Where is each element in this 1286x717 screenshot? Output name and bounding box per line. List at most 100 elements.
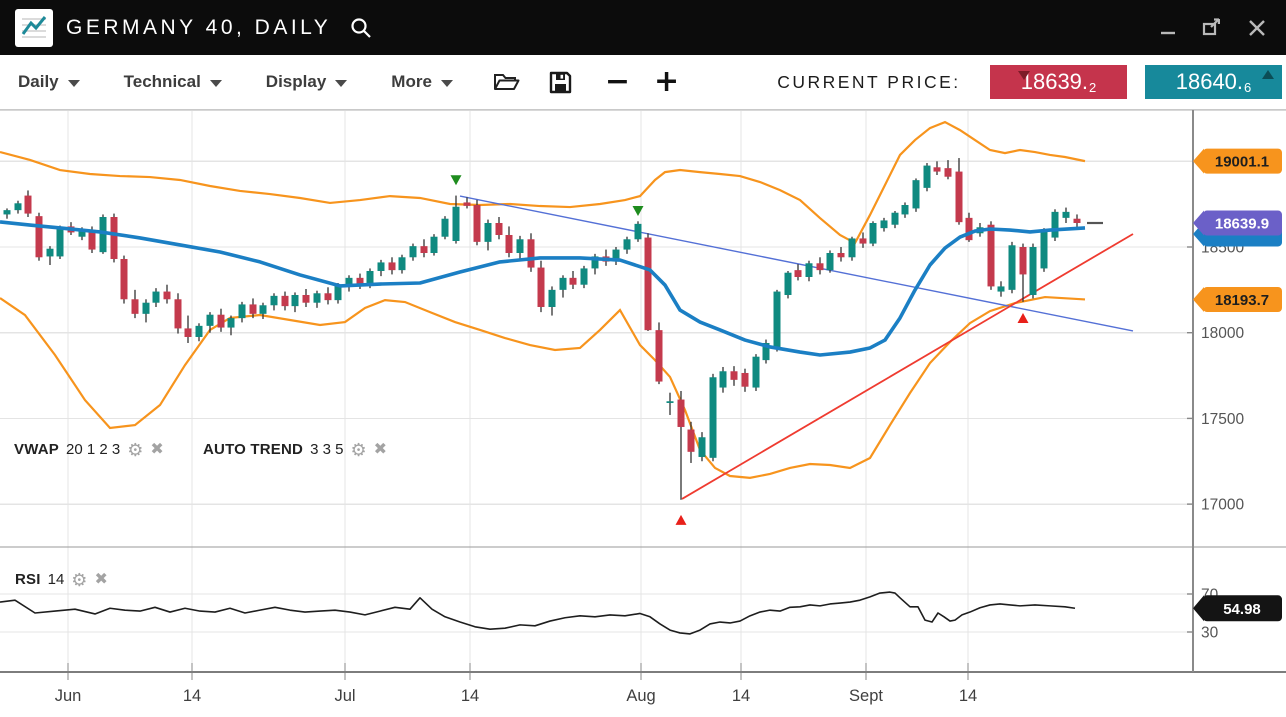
candle-body — [3, 210, 11, 215]
bid-price-decimal: 2 — [1089, 80, 1097, 95]
candle-body — [291, 294, 299, 307]
candle-body — [944, 168, 952, 177]
candle-body — [634, 223, 642, 240]
candle-body — [163, 291, 171, 300]
candle-body — [569, 277, 577, 285]
app-logo-icon — [15, 8, 53, 47]
candle-body — [184, 328, 192, 337]
candle-body — [677, 399, 685, 427]
zoom-out-button[interactable]: − — [604, 64, 631, 99]
candle-body — [88, 229, 96, 250]
vwap-line — [0, 220, 1086, 357]
x-axis-label: Sept — [849, 687, 883, 705]
menu-technical[interactable]: Technical — [124, 72, 222, 92]
candle-body — [762, 342, 770, 361]
candle-body — [377, 262, 385, 271]
candle-body — [388, 262, 396, 271]
ask-price-box[interactable]: 18640. 6 — [1145, 65, 1282, 99]
candle-body — [484, 223, 492, 242]
close-icon[interactable]: ✖ — [150, 440, 164, 458]
candle-body — [110, 217, 118, 259]
candle-body — [35, 216, 43, 258]
candle-body — [430, 236, 438, 253]
popout-button[interactable] — [1196, 13, 1228, 43]
candle-body — [997, 286, 1005, 292]
ask-price-decimal: 6 — [1244, 80, 1252, 95]
candle-body — [741, 372, 749, 387]
candle-body — [901, 205, 909, 215]
x-axis-label: Jul — [334, 687, 355, 705]
candle-body — [46, 248, 54, 257]
close-icon[interactable]: ✖ — [373, 440, 387, 458]
candle-body — [987, 224, 995, 287]
bid-price-box[interactable]: 18639. 2 — [990, 65, 1127, 99]
band-value-tag: 18193.7 — [1193, 286, 1282, 312]
candle-body — [655, 330, 663, 382]
x-axis-label: Jun — [55, 687, 82, 705]
vwap-upper-band-line — [0, 120, 1086, 245]
blue-trendline — [459, 195, 1134, 332]
menu-more[interactable]: More — [391, 72, 453, 92]
window-controls — [1154, 13, 1272, 43]
search-icon[interactable] — [345, 12, 377, 44]
candle-body — [441, 218, 449, 237]
candle-body — [580, 268, 588, 285]
current-price-tag: 18639.9 — [1193, 210, 1282, 236]
auto-trend-indicator-name: AUTO TREND — [203, 441, 304, 458]
candle-body — [527, 239, 535, 268]
title-bar: GERMANY 40, DAILY — [0, 0, 1286, 55]
rsi-value-tag: 54.98 — [1193, 595, 1282, 622]
candle-body — [356, 277, 364, 285]
candle-body — [366, 270, 374, 285]
candle-body — [14, 203, 22, 211]
candle-body — [1029, 247, 1037, 295]
candle-body — [537, 267, 545, 307]
candle-body — [826, 252, 834, 271]
menu-daily[interactable]: Daily — [18, 72, 80, 92]
candle-body — [709, 377, 717, 458]
rsi-axis-label: 30 — [1201, 625, 1219, 642]
gear-icon[interactable]: ⚙ — [127, 439, 144, 460]
candle-body — [505, 235, 513, 253]
gear-icon[interactable]: ⚙ — [350, 439, 367, 460]
price-axis-label: 18000 — [1201, 325, 1244, 342]
candle-body — [848, 238, 856, 258]
vwap-indicator-name: VWAP — [14, 441, 59, 458]
close-button[interactable] — [1242, 13, 1272, 43]
candle-body — [559, 277, 567, 290]
candle-body — [120, 258, 128, 300]
candle-body — [623, 239, 631, 250]
menu-display[interactable]: Display — [266, 72, 348, 92]
candle-body — [238, 304, 246, 319]
candle-body — [281, 295, 289, 307]
band-value-tag: 19001.1 — [1193, 148, 1282, 174]
gear-icon[interactable]: ⚙ — [71, 569, 88, 590]
candle-body — [805, 263, 813, 277]
candle-body — [302, 294, 310, 303]
candle-body — [334, 285, 342, 301]
minimize-button[interactable] — [1154, 14, 1182, 42]
candle-body — [324, 293, 332, 301]
price-chart[interactable]: Jun 14 Jul 14 Aug 14 Sept 141850018000175001700… — [0, 110, 1286, 717]
save-floppy-icon[interactable] — [546, 68, 575, 97]
x-axis-label: 14 — [461, 687, 479, 705]
candle-body — [859, 238, 867, 244]
zoom-in-button[interactable]: + — [654, 64, 680, 99]
candle-body — [880, 220, 888, 229]
rsi-indicator-params: 14 — [47, 571, 65, 588]
candle-body — [1051, 211, 1059, 238]
candle-body — [933, 167, 941, 172]
candle-body — [644, 237, 652, 331]
close-icon[interactable]: ✖ — [94, 570, 108, 588]
candle-body — [666, 401, 674, 403]
candle-body — [420, 246, 428, 253]
rsi-line — [0, 591, 1076, 635]
open-folder-icon[interactable] — [491, 68, 522, 96]
chevron-down-icon — [335, 79, 348, 87]
current-price-label: CURRENT PRICE: — [777, 71, 961, 92]
svg-text:54.98: 54.98 — [1223, 601, 1261, 618]
candle-body — [452, 206, 460, 242]
candle-body — [719, 371, 727, 388]
candle-body — [612, 249, 620, 262]
chevron-down-icon — [67, 79, 80, 87]
